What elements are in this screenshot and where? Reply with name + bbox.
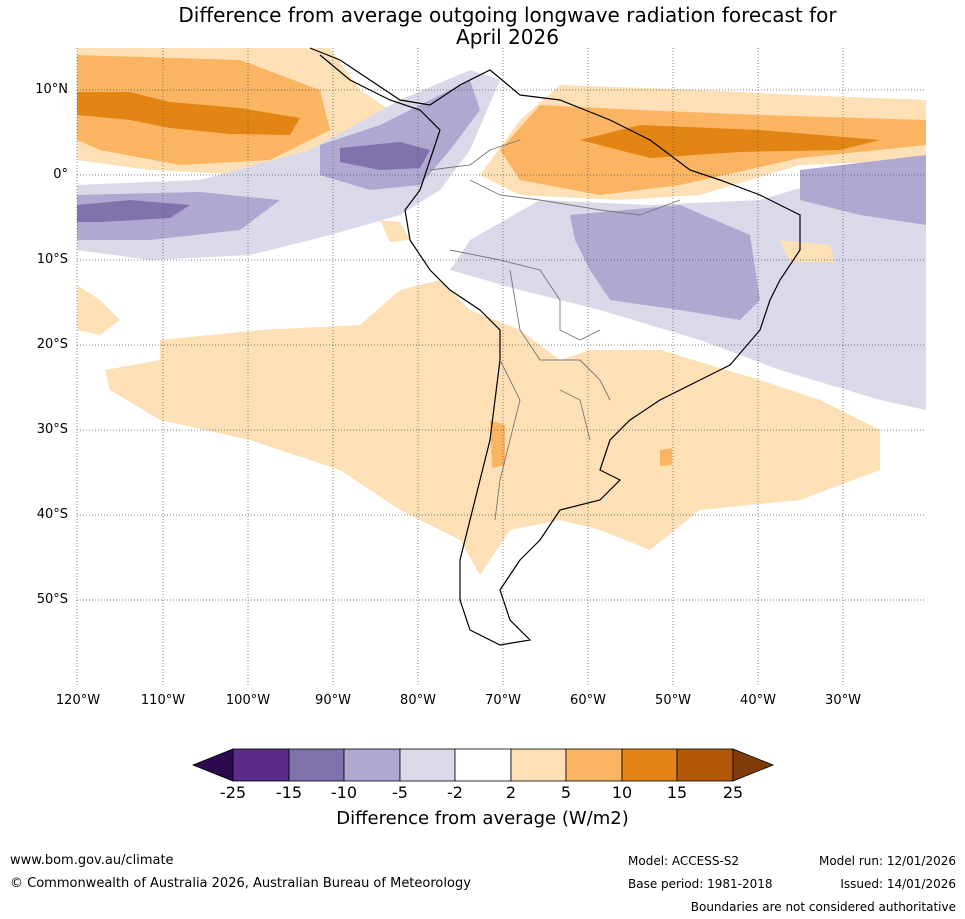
lon-label: 90°W xyxy=(315,693,351,708)
colorbar xyxy=(191,748,775,782)
country-borders xyxy=(429,139,681,521)
colorbar-tick: -25 xyxy=(219,783,247,802)
olr-anomaly-field xyxy=(77,48,926,575)
colorbar-tick: 10 xyxy=(611,783,633,802)
anomaly-region xyxy=(77,285,120,335)
colorbar-segment xyxy=(343,748,401,782)
lat-label: 50°S xyxy=(36,592,68,607)
copyright: © Commonwealth of Australia 2026, Austra… xyxy=(10,876,471,891)
lon-label: 80°W xyxy=(400,693,436,708)
model-name: Model: ACCESS-S2 xyxy=(628,854,740,868)
anomaly-region xyxy=(800,155,926,225)
south-america-coastline xyxy=(309,47,801,646)
lat-label: 10°S xyxy=(36,252,68,267)
lat-label: 30°S xyxy=(36,422,68,437)
colorbar-tick: -2 xyxy=(447,783,463,802)
anomaly-region xyxy=(780,240,835,262)
colorbar-tick: -10 xyxy=(330,783,358,802)
lon-label: 50°W xyxy=(655,693,691,708)
title-line-2: April 2026 xyxy=(456,25,559,49)
colorbar-segment xyxy=(454,748,512,782)
lon-label: 70°W xyxy=(485,693,521,708)
colorbar-tick: 15 xyxy=(666,783,688,802)
colorbar-segment xyxy=(510,748,567,782)
boundaries-disclaimer: Boundaries are not considered authoritat… xyxy=(690,900,956,914)
colorbar-segment xyxy=(676,748,734,782)
lon-label: 120°W xyxy=(55,693,101,708)
lat-label: 10°N xyxy=(35,82,68,97)
anomaly-region xyxy=(77,92,300,135)
colorbar-label: Difference from average (W/m2) xyxy=(336,808,629,829)
anomaly-region xyxy=(490,420,505,468)
chart-title: Difference from average outgoing longwav… xyxy=(0,4,965,48)
website-link[interactable]: www.bom.gov.au/climate xyxy=(10,853,174,868)
colorbar-tick: -15 xyxy=(275,783,303,802)
lon-label: 100°W xyxy=(225,693,271,708)
anomaly-region xyxy=(660,448,672,466)
anomaly-region xyxy=(380,220,410,242)
anomaly-region xyxy=(580,125,880,158)
lon-label: 110°W xyxy=(140,693,186,708)
lat-label: 0° xyxy=(53,167,68,182)
colorbar-segment xyxy=(399,748,456,782)
colorbar-tick: 5 xyxy=(560,783,572,802)
lon-label: 60°W xyxy=(570,693,606,708)
anomaly-region xyxy=(77,200,190,222)
lon-label: 40°W xyxy=(740,693,776,708)
colorbar-tick: 25 xyxy=(722,783,744,802)
lat-label: 20°S xyxy=(36,337,68,352)
anomaly-region xyxy=(570,205,760,320)
colorbar-tick: -5 xyxy=(392,783,408,802)
colorbar-segment xyxy=(232,748,290,782)
lon-label: 30°W xyxy=(825,693,861,708)
model-run: Model run: 12/01/2026 xyxy=(818,854,956,868)
colorbar-segment xyxy=(621,748,678,782)
base-period: Base period: 1981-2018 xyxy=(628,877,773,891)
issued-date: Issued: 14/01/2026 xyxy=(840,877,956,891)
colorbar-segment xyxy=(288,748,345,782)
anomaly-region xyxy=(340,142,430,170)
colorbar-segment xyxy=(565,748,623,782)
colorbar-segment xyxy=(732,748,775,782)
colorbar-tick: 2 xyxy=(505,783,517,802)
title-line-1: Difference from average outgoing longwav… xyxy=(178,3,837,27)
lat-label: 40°S xyxy=(36,507,68,522)
colorbar-segment xyxy=(191,748,234,782)
